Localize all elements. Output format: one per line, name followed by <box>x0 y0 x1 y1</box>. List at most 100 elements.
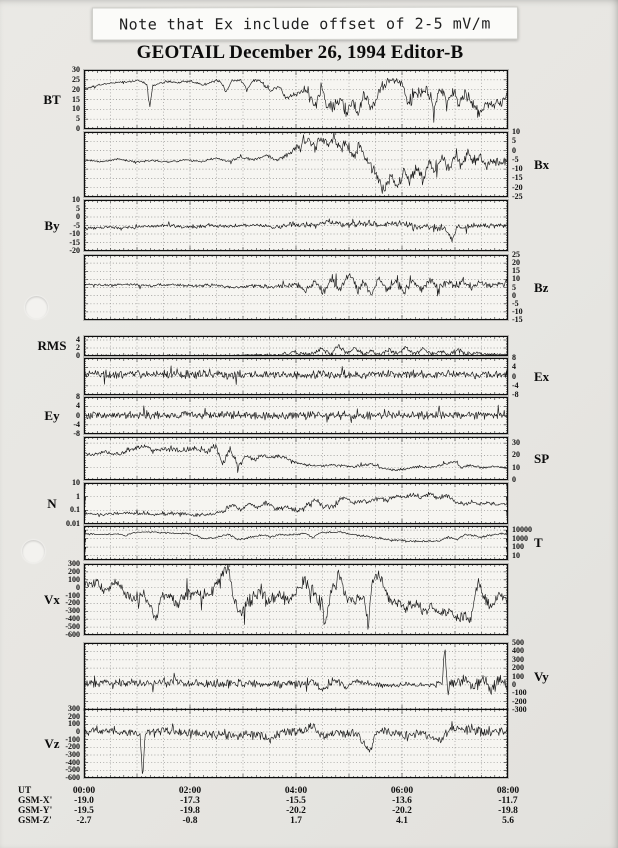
footer-value: -19.5 <box>74 806 94 816</box>
axis-tick-label-Bx: 5 <box>512 136 516 146</box>
axis-tick-label-Vy: -300 <box>512 705 527 714</box>
axis-tick-label-Bz: 0 <box>512 290 516 300</box>
axis-tick-label-RMS: 0 <box>76 351 80 360</box>
axis-tick-label-BT: 25 <box>72 74 80 84</box>
axis-tick-label-By: 5 <box>76 203 80 213</box>
panel-label-Ex: Ex <box>534 368 550 384</box>
panel-N-plot <box>84 483 508 524</box>
axis-tick-label-RMS: 4 <box>76 335 80 344</box>
axis-tick-label-Vx: -400 <box>65 614 80 624</box>
axis-tick-label-T: 100 <box>512 542 524 552</box>
axis-tick-label-Ey: 0 <box>76 410 80 420</box>
axis-tick-label-By: -10 <box>69 229 80 238</box>
axis-tick-label-Ex: 0 <box>512 371 516 381</box>
axis-tick-label-Ey: -8 <box>73 429 80 438</box>
axis-tick-label-Ey: 8 <box>76 392 80 401</box>
axis-tick-label-Bz: 5 <box>512 282 516 292</box>
axis-tick-label-By: -15 <box>69 237 80 247</box>
axis-tick-label-T: 1000 <box>512 533 528 543</box>
axis-tick-label-Vy: 500 <box>512 638 524 647</box>
panel-label-Bz: Bz <box>534 279 549 295</box>
footer-value: 1.7 <box>290 816 302 826</box>
panel-T-plot <box>84 526 508 560</box>
footer-value: -13.6 <box>392 796 412 806</box>
footer-row-label: GSM-Z' <box>18 816 52 826</box>
axis-tick-label-Vz: 300 <box>68 704 80 713</box>
footer-value: 04:00 <box>284 786 308 796</box>
axis-tick-label-Bz: -10 <box>512 306 523 316</box>
footer-value: -2.7 <box>76 816 92 826</box>
axis-tick-label-Bz: 15 <box>512 266 520 276</box>
panel-Vx-plot <box>84 564 508 635</box>
axis-tick-label-SP: 10 <box>512 462 520 472</box>
axis-tick-label-Vx: 100 <box>68 574 80 584</box>
panel-label-Ey: Ey <box>44 407 60 423</box>
axis-tick-label-Ex: 8 <box>512 353 516 362</box>
footer-value: 4.1 <box>396 816 408 826</box>
axis-tick-label-SP: 0 <box>512 475 516 484</box>
punch-hole <box>22 540 45 563</box>
axis-tick-label-Vx: 0 <box>76 582 80 592</box>
axis-tick-label-Bx: -15 <box>512 173 523 183</box>
axis-tick-label-BT: 5 <box>76 114 80 124</box>
axis-tick-label-Bx: -25 <box>512 192 523 201</box>
axis-tick-label-BT: 20 <box>72 84 80 94</box>
axis-tick-label-Vz: -500 <box>65 765 80 775</box>
axis-tick-label-Vy: 100 <box>512 671 524 681</box>
axis-tick-label-By: -5 <box>73 220 80 230</box>
page-title: GEOTAIL December 26, 1994 Editor-B <box>136 42 464 63</box>
axis-tick-label-Vx: -500 <box>65 622 80 632</box>
axis-tick-label-Ex: -8 <box>512 390 519 399</box>
axis-tick-label-Vy: 0 <box>512 679 516 689</box>
axis-tick-label-Vx: 300 <box>68 559 80 568</box>
axis-tick-label-Vx: -200 <box>65 598 80 608</box>
note-text: Note that Ex include offset of 2-5 mV/m <box>119 14 491 33</box>
axis-tick-label-Vz: 200 <box>68 711 80 721</box>
axis-tick-label-By: 10 <box>72 195 80 204</box>
footer-value: -11.7 <box>498 796 518 806</box>
panel-Bx-plot <box>84 132 508 197</box>
footer-row-label: GSM-X' <box>18 796 53 806</box>
axis-tick-label-Vy: -200 <box>512 696 527 706</box>
axis-tick-label-N: 10 <box>72 478 80 487</box>
axis-tick-label-Ex: 4 <box>512 362 516 372</box>
axis-tick-label-Vx: -300 <box>65 606 80 616</box>
axis-tick-label-T: 10000 <box>512 525 532 535</box>
axis-tick-label-Ey: 4 <box>76 401 80 411</box>
axis-tick-label-Bx: 10 <box>512 127 520 136</box>
footer-value: -15.5 <box>286 796 306 806</box>
axis-tick-label-Bz: 20 <box>512 258 520 268</box>
axis-tick-label-Vy: -100 <box>512 688 527 698</box>
axis-tick-label-BT: 15 <box>72 94 80 104</box>
axis-tick-label-N: 0.01 <box>66 519 80 528</box>
panel-By-plot <box>84 200 508 251</box>
footer-value: -20.2 <box>392 806 412 816</box>
axis-tick-label-By: -20 <box>69 246 80 255</box>
axis-tick-label-Vz: -100 <box>65 734 80 744</box>
axis-tick-label-SP: 20 <box>512 450 520 460</box>
axis-tick-label-Vx: -600 <box>65 630 80 639</box>
panel-RMS-plot <box>84 336 508 356</box>
footer-value: 00:00 <box>72 786 96 796</box>
axis-tick-label-BT: 30 <box>72 65 80 74</box>
axis-tick-label-SP: 30 <box>512 438 520 448</box>
axis-tick-label-Vy: 400 <box>512 646 524 656</box>
axis-tick-label-Bz: -15 <box>512 315 523 324</box>
axis-tick-label-Bx: -5 <box>512 154 519 164</box>
panel-label-Vx: Vx <box>44 591 60 607</box>
panel-label-By: By <box>44 217 60 233</box>
punch-hole <box>25 296 48 319</box>
axis-tick-label-Vx: -100 <box>65 590 80 600</box>
axis-tick-label-N: 1 <box>76 491 80 501</box>
axis-tick-label-Bx: -10 <box>512 164 523 174</box>
panel-BT-plot <box>84 70 508 129</box>
footer-value: -19.8 <box>180 806 200 816</box>
panel-label-Bx: Bx <box>534 156 550 172</box>
axis-tick-label-Vy: 200 <box>512 663 524 673</box>
panel-SP-plot <box>84 437 508 480</box>
panel-Bz-plot <box>84 255 508 320</box>
axis-tick-label-Bz: 10 <box>512 274 520 284</box>
axis-tick-label-Vz: -400 <box>65 757 80 767</box>
footer-value: 5.6 <box>502 816 514 826</box>
axis-tick-label-BT: 0 <box>76 124 80 133</box>
